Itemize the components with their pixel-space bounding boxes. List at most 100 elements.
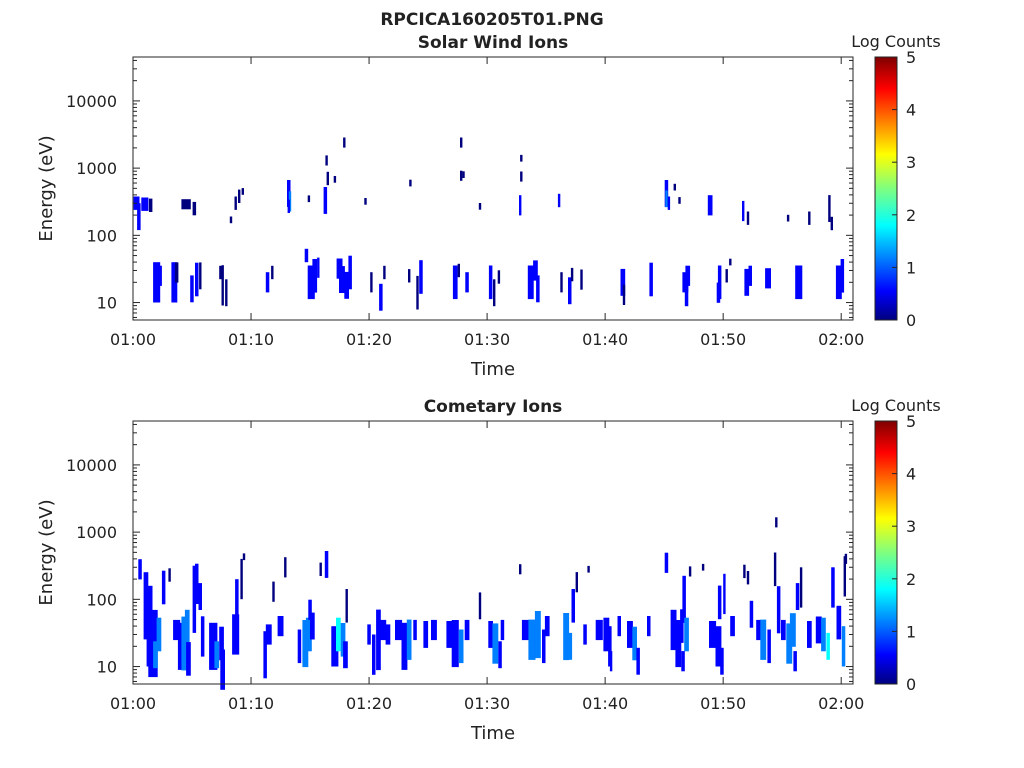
- data-cell: [729, 258, 732, 266]
- data-cell: [416, 275, 419, 310]
- data-cell: [649, 262, 653, 297]
- data-cell: [198, 583, 202, 610]
- data-cell: [786, 623, 793, 664]
- data-cell: [808, 211, 811, 225]
- colorbar-label: Log Counts: [851, 396, 941, 415]
- y-tick-label: 10: [97, 294, 117, 313]
- x-tick-label: 01:20: [346, 694, 392, 713]
- data-cell: [716, 282, 721, 303]
- data-cell: [141, 197, 149, 211]
- data-cell: [305, 617, 312, 652]
- data-cell: [457, 263, 460, 278]
- data-cell: [297, 629, 302, 664]
- data-cell: [137, 203, 141, 231]
- data-cell: [519, 195, 522, 216]
- colorbar-tick-label: 2: [906, 206, 916, 225]
- data-cell: [680, 609, 684, 643]
- data-cell: [807, 621, 812, 648]
- data-cell: [767, 629, 771, 664]
- data-cell: [815, 616, 822, 644]
- data-cell: [156, 617, 162, 652]
- data-cell: [717, 265, 722, 300]
- data-cell: [520, 171, 523, 182]
- data-cell: [238, 189, 241, 203]
- panel-1: 01:00 01:10 01:20 01:30 01:40 01:50 02:0010100…: [36, 32, 941, 380]
- data-cell: [667, 196, 671, 210]
- data-cell: [336, 617, 341, 652]
- data-cells: [133, 137, 845, 311]
- data-cell: [760, 619, 767, 660]
- colorbar-tick-label: 0: [906, 675, 916, 694]
- colorbar-tick-label: 2: [906, 570, 916, 589]
- data-cell: [521, 619, 531, 641]
- data-cell: [446, 621, 453, 648]
- data-cell: [775, 517, 778, 528]
- plot-area: [133, 57, 853, 320]
- data-cell: [395, 619, 403, 641]
- data-cell: [186, 642, 191, 676]
- data-cell: [488, 265, 493, 300]
- data-cell: [372, 634, 376, 675]
- x-tick-label: 01:30: [464, 330, 510, 349]
- data-cell: [220, 649, 225, 690]
- data-cell: [664, 552, 669, 573]
- y-tick-label: 100: [86, 226, 117, 245]
- data-cell: [701, 563, 705, 571]
- data-cell: [571, 589, 575, 623]
- data-cell: [240, 558, 243, 600]
- data-cell: [343, 641, 348, 669]
- data-cell: [609, 651, 613, 672]
- x-axis-label: Time: [470, 723, 515, 744]
- data-cell: [497, 270, 501, 284]
- data-cell: [331, 626, 339, 667]
- data-cell: [567, 632, 573, 660]
- data-cell: [287, 199, 290, 213]
- data-cell: [684, 279, 689, 307]
- data-cell: [742, 200, 745, 222]
- data-cell: [376, 609, 381, 671]
- data-cell: [587, 565, 590, 573]
- data-cell: [171, 262, 178, 303]
- data-cell: [195, 262, 199, 297]
- data-cell: [304, 248, 309, 263]
- x-tick-label: 01:40: [582, 694, 628, 713]
- y-tick-label: 1000: [76, 523, 117, 542]
- data-cell: [452, 265, 458, 300]
- y-tick-label: 10000: [66, 456, 117, 475]
- panel-2: 01:00 01:10 01:20 01:30 01:40 01:50 02:0010100…: [36, 396, 941, 744]
- data-cell: [339, 266, 345, 293]
- data-cell: [184, 609, 190, 651]
- x-tick-label: 01:10: [228, 694, 274, 713]
- x-tick-label: 01:50: [700, 330, 746, 349]
- colorbar-tick-label: 5: [906, 48, 916, 67]
- data-cell: [786, 214, 790, 222]
- data-cell: [317, 257, 320, 278]
- data-cell: [242, 553, 246, 561]
- data-cell: [161, 570, 166, 605]
- data-cell: [528, 619, 536, 660]
- data-cell: [284, 557, 287, 578]
- y-tick-label: 10: [97, 658, 117, 677]
- x-tick-label: 01:20: [346, 330, 392, 349]
- data-cell: [830, 216, 833, 231]
- data-cell: [828, 195, 831, 222]
- data-cell: [310, 612, 315, 640]
- data-cell: [717, 585, 722, 620]
- data-cell: [458, 629, 464, 664]
- data-cell: [773, 552, 777, 587]
- data-cell: [265, 272, 270, 293]
- x-tick-label: 01:30: [464, 694, 510, 713]
- data-cell: [707, 195, 713, 216]
- data-cell: [241, 188, 244, 195]
- data-cell: [620, 268, 626, 296]
- data-cell: [406, 619, 412, 660]
- data-cell: [560, 272, 563, 293]
- data-cell: [221, 265, 224, 306]
- data-cell: [836, 605, 842, 640]
- x-tick-label: 01:50: [700, 694, 746, 713]
- data-cell: [364, 198, 367, 205]
- data-cell: [793, 651, 797, 672]
- data-cell: [665, 190, 668, 208]
- colorbar-tick-label: 1: [906, 622, 916, 641]
